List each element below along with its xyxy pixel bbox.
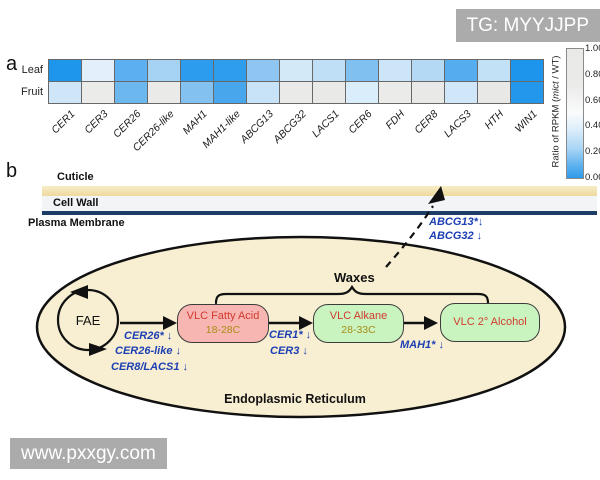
wax-export-dashed-arrow xyxy=(385,205,434,268)
heatmap-cell-fruit-cer6 xyxy=(346,82,379,104)
colorbar-label-mutant: mict xyxy=(550,81,562,99)
enzyme-abcg13: ABCG13*↓ xyxy=(429,216,484,228)
waxes-label: Waxes xyxy=(334,270,375,285)
cuticle-label: Cuticle xyxy=(57,171,94,183)
enzyme-cer3: CER3 ↓ xyxy=(270,345,308,357)
heatmap-cell-fruit-win1 xyxy=(511,82,544,104)
heatmap-cell-fruit-cer3 xyxy=(82,82,115,104)
heatmap-cell-fruit-abcg32 xyxy=(280,82,313,104)
heatmap-cell-fruit-lacs3 xyxy=(445,82,478,104)
heatmap-cell-fruit-abcg13 xyxy=(247,82,280,104)
colorbar-tick-0.60: 0.60 xyxy=(585,94,600,106)
gene-label-cer1: CER1 xyxy=(49,108,78,137)
plasma-membrane-label: Plasma Membrane xyxy=(28,217,125,229)
heatmap-cell-fruit-cer8 xyxy=(412,82,445,104)
gene-label-abcg13: ABCG13 xyxy=(237,108,276,146)
arrowhead-fae-to-fatty-acid-icon xyxy=(163,316,177,330)
heatmap-cell-leaf-cer1 xyxy=(49,60,82,82)
heatmap-cell-fruit-cer26-like xyxy=(148,82,181,104)
heatmap-cell-leaf-win1 xyxy=(511,60,544,82)
heatmap-cell-leaf-fdh xyxy=(379,60,412,82)
colorbar-axis-label: Ratio of RPKM (mict / WT) xyxy=(551,47,562,177)
colorbar xyxy=(566,48,584,179)
heatmap-cell-leaf-cer6 xyxy=(346,60,379,82)
fae-label: FAE xyxy=(75,313,101,328)
heatmap-cell-leaf-lacs1 xyxy=(313,60,346,82)
cell-wall-label: Cell Wall xyxy=(53,197,99,209)
panel-a-letter: a xyxy=(6,53,18,75)
vlc-secondary-alcohol-box: VLC 2° Alcohol xyxy=(440,303,540,342)
heatmap-cell-fruit-mah1 xyxy=(181,82,214,104)
heatmap-cell-fruit-cer1 xyxy=(49,82,82,104)
heatmap-cell-leaf-cer3 xyxy=(82,60,115,82)
colorbar-label-prefix: Ratio of RPKM ( xyxy=(550,98,562,168)
vlc-fatty-acid-name: VLC Fatty Acid xyxy=(186,310,260,323)
fae-cycle-arrowhead-bottom-icon xyxy=(89,343,107,356)
heatmap-cell-leaf-mah1-like xyxy=(214,60,247,82)
gene-label-hth: HTH xyxy=(482,108,507,132)
colorbar-tick-0.80: 0.80 xyxy=(585,68,600,80)
heatmap-cell-leaf-cer26-like xyxy=(148,60,181,82)
enzyme-cer1: CER1* ↓ xyxy=(269,329,312,341)
heatmap-cell-leaf-hth xyxy=(478,60,511,82)
gene-label-lacs3: LACS3 xyxy=(441,108,474,141)
fae-cycle-arrowhead-top-icon xyxy=(70,285,88,299)
heatmap-cell-leaf-abcg13 xyxy=(247,60,280,82)
arrowhead-fatty-acid-to-alkane-icon xyxy=(299,316,313,330)
enzyme-cer26: CER26* ↓ xyxy=(124,330,173,342)
colorbar-label-suffix: / WT) xyxy=(550,55,562,82)
endoplasmic-reticulum-label: Endoplasmic Reticulum xyxy=(224,392,366,406)
colorbar-tick-0.40: 0.40 xyxy=(585,120,600,132)
enzyme-abcg32: ABCG32 ↓ xyxy=(429,230,483,242)
heatmap-row-label-fruit: Fruit xyxy=(21,86,43,98)
gene-label-cer6: CER6 xyxy=(346,108,375,137)
enzyme-cer8-lacs1: CER8/LACS1 ↓ xyxy=(111,361,189,373)
heatmap-cell-fruit-lacs1 xyxy=(313,82,346,104)
cuticle-bar xyxy=(42,186,597,196)
arrowhead-alkane-to-alcohol-icon xyxy=(424,316,438,330)
gene-label-win1: WIN1 xyxy=(512,108,540,136)
gene-label-cer3: CER3 xyxy=(82,108,111,137)
heatmap-cell-leaf-abcg32 xyxy=(280,60,313,82)
heatmap-cell-leaf-cer26 xyxy=(115,60,148,82)
enzyme-mah1: MAH1* ↓ xyxy=(400,339,445,351)
heatmap-cell-fruit-hth xyxy=(478,82,511,104)
watermark-top-right: TG: MYYJJPP xyxy=(455,9,600,42)
vlc-alkane-chain-length: 28-33C xyxy=(341,323,376,336)
watermark-bottom-left: www.pxxgy.com xyxy=(10,438,167,469)
colorbar-tick-0.00: 0.00 xyxy=(585,172,600,183)
heatmap-grid xyxy=(48,59,544,104)
heatmap-cell-fruit-mah1-like xyxy=(214,82,247,104)
plasma-membrane-line xyxy=(42,211,597,215)
colorbar-tick-1.00: 1.00 xyxy=(585,43,600,54)
heatmap-cell-leaf-cer8 xyxy=(412,60,445,82)
vlc-alkane-box: VLC Alkane 28-33C xyxy=(313,304,404,343)
gene-label-mah1: MAH1 xyxy=(180,108,210,138)
waxes-brace xyxy=(214,284,490,305)
heatmap-cell-leaf-mah1 xyxy=(181,60,214,82)
vlc-fatty-acid-chain-length: 18-28C xyxy=(205,323,241,336)
heatmap-row-label-leaf: Leaf xyxy=(21,64,43,76)
cell-wall-band xyxy=(42,196,597,211)
panel-b-letter: b xyxy=(6,160,18,182)
vlc-alkane-name: VLC Alkane xyxy=(329,310,388,323)
gene-label-abcg32: ABCG32 xyxy=(270,108,309,146)
heatmap-cell-fruit-cer26 xyxy=(115,82,148,104)
colorbar-tick-0.20: 0.20 xyxy=(585,146,600,158)
heatmap-cell-leaf-lacs3 xyxy=(445,60,478,82)
vlc-secondary-alcohol-name: VLC 2° Alcohol xyxy=(453,315,527,328)
gene-label-fdh: FDH xyxy=(383,108,408,132)
vlc-fatty-acid-box: VLC Fatty Acid 18-28C xyxy=(177,304,269,343)
enzyme-cer26-like: CER26-like ↓ xyxy=(115,345,182,357)
heatmap-cell-fruit-fdh xyxy=(379,82,412,104)
gene-label-cer8: CER8 xyxy=(412,108,441,137)
gene-label-lacs1: LACS1 xyxy=(309,108,342,141)
